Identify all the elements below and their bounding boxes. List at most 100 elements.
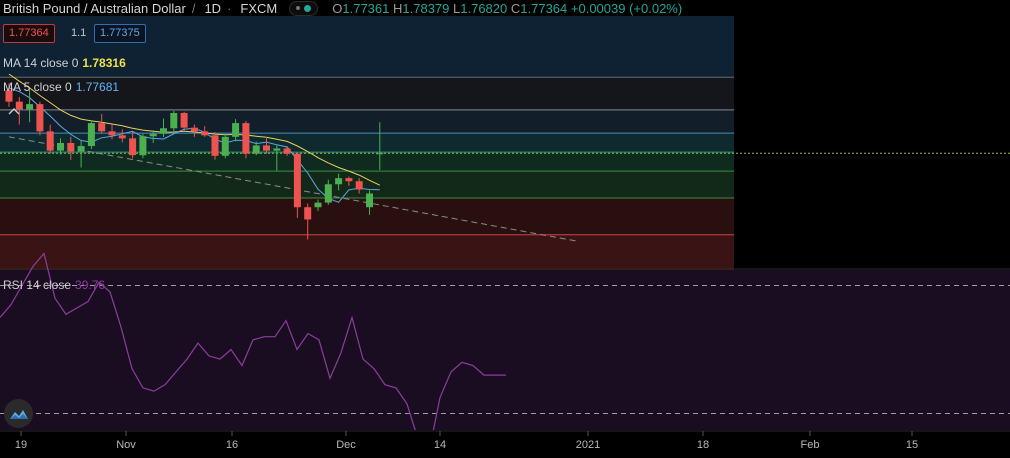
candle xyxy=(252,141,260,156)
x-tick-label: 18 xyxy=(697,439,709,451)
candle xyxy=(211,132,219,160)
chevron-up-icon xyxy=(8,108,20,115)
candle xyxy=(15,97,23,125)
candle-body xyxy=(36,104,44,132)
candle xyxy=(5,83,13,107)
header-separator-2: · xyxy=(227,0,232,16)
candle-body xyxy=(87,123,95,147)
tradingview-logo-button[interactable] xyxy=(4,399,33,428)
candle xyxy=(221,133,229,159)
candle-body xyxy=(335,178,343,185)
candle xyxy=(46,124,54,154)
tradingview-logo-icon xyxy=(9,409,28,419)
header-separator: / xyxy=(191,0,196,16)
ma14-value: 1.78316 xyxy=(82,56,126,70)
candle xyxy=(242,120,250,159)
rsi-background xyxy=(0,270,1010,430)
candle-body xyxy=(283,148,291,154)
candle-body xyxy=(345,178,353,182)
open-key: O xyxy=(332,0,343,16)
low-value: 1.76820 xyxy=(460,0,508,16)
candle-body xyxy=(129,138,137,156)
market-status-toggle[interactable] xyxy=(289,0,319,16)
candle-body xyxy=(180,112,188,128)
candle xyxy=(324,179,332,205)
candle-body xyxy=(149,133,157,137)
collapse-legend-button[interactable] xyxy=(7,103,21,115)
interval-label[interactable]: 1D xyxy=(204,0,222,16)
candle-body xyxy=(98,123,106,132)
trendline-layer xyxy=(8,136,576,242)
fib-zone xyxy=(0,109,734,134)
close-value: 1.77364 xyxy=(520,0,568,16)
candle-body xyxy=(26,104,34,110)
high-key: H xyxy=(393,0,403,16)
candle xyxy=(355,178,363,194)
open-value: 1.77361 xyxy=(342,0,390,16)
buy-price-box[interactable]: 1.77375 xyxy=(94,24,146,43)
candle-body xyxy=(15,101,23,110)
candle xyxy=(190,124,198,137)
candle-body xyxy=(160,128,167,134)
candle-body xyxy=(170,112,178,129)
candle-body xyxy=(201,131,209,136)
candles-layer xyxy=(5,83,384,240)
x-tick-label: 2021 xyxy=(576,439,600,451)
candle xyxy=(345,176,353,186)
candle-body xyxy=(314,202,322,208)
candle xyxy=(263,136,270,154)
candle xyxy=(180,111,188,132)
candle-body xyxy=(77,146,85,152)
candle xyxy=(77,139,85,168)
high-value: 1.78379 xyxy=(402,0,450,16)
rsi-value: 39.76 xyxy=(75,278,106,292)
candle-body xyxy=(252,145,260,154)
candle-body xyxy=(273,148,281,151)
fib-zone xyxy=(0,133,734,153)
symbol-title[interactable]: British Pound / Australian Dollar xyxy=(3,0,186,16)
rsi-legend[interactable]: RSI 14 close 39.76 xyxy=(3,278,105,292)
close-key: C xyxy=(510,0,521,16)
low-key: L xyxy=(453,0,461,16)
candle xyxy=(36,101,44,136)
rsi-pane xyxy=(0,252,1010,454)
candle xyxy=(293,152,301,218)
candle-body xyxy=(5,90,13,102)
candle xyxy=(98,113,106,134)
candle xyxy=(129,131,137,159)
ma14-legend[interactable]: MA 14 close 0 1.78316 xyxy=(3,56,126,70)
candle-body xyxy=(211,135,219,156)
market-open-icon xyxy=(304,4,312,12)
chart-header: British Pound / Australian Dollar / 1D ·… xyxy=(0,0,682,16)
candle xyxy=(108,124,116,140)
candle-body xyxy=(232,123,240,137)
x-tick-label: Nov xyxy=(116,439,136,451)
candle xyxy=(57,138,64,155)
candle xyxy=(139,133,147,159)
candle-body xyxy=(46,131,54,151)
candle xyxy=(304,203,312,240)
candle xyxy=(87,120,95,150)
candle-body xyxy=(57,142,64,151)
x-tick-label: 14 xyxy=(434,439,446,451)
candle-body xyxy=(304,207,312,220)
time-axis-bg xyxy=(0,430,1010,453)
candle xyxy=(376,122,384,170)
candle xyxy=(170,110,178,133)
candle xyxy=(160,118,167,137)
fib-zone xyxy=(0,234,734,275)
candle-body xyxy=(67,142,75,152)
ma5-legend[interactable]: MA 5 close 0 1.77681 xyxy=(3,80,119,94)
ohlc-readout: O1.77361 H1.78379 L1.76820 C1.77364 +0.0… xyxy=(332,1,682,16)
candle-body xyxy=(355,181,363,190)
sell-price-box[interactable]: 1.77364 xyxy=(3,24,55,43)
candle-body xyxy=(376,153,384,155)
ma5-value: 1.77681 xyxy=(75,80,120,94)
candle xyxy=(283,146,291,156)
fib-zone xyxy=(0,77,734,110)
candle xyxy=(67,136,75,160)
candle xyxy=(273,144,281,171)
x-tick-label: 19 xyxy=(15,439,27,451)
